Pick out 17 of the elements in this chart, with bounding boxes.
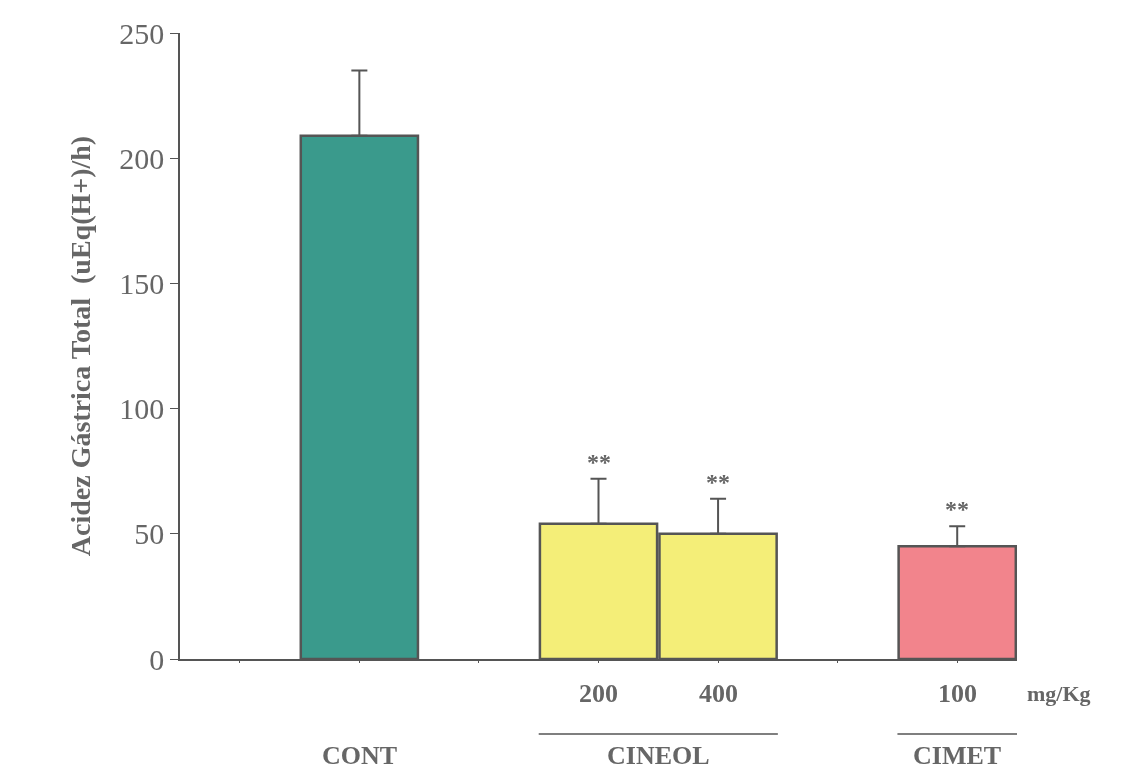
annotation: ** [945,496,969,522]
y-axis-title: Acidez Gástrica Total (uEq(H+)/h) [65,135,97,557]
y-tick-label: 0 [149,642,165,676]
annotation: ** [706,469,730,495]
text: CIMET [913,741,1002,770]
annotation: ** [587,449,611,475]
x-tick-label: 100 [938,679,977,708]
y-tick-label: 200 [119,141,165,175]
x-tick-label: 400 [699,679,738,708]
y-tick-label: 50 [134,517,165,551]
x-tick-label: 200 [579,679,618,708]
y-tick-label: 100 [119,392,165,426]
text: mg/Kg [1027,681,1091,706]
y-tick-label: 250 [119,16,165,50]
text: CINEOL [607,741,710,770]
text: CONT [322,741,398,770]
y-tick-label: 150 [119,266,165,300]
